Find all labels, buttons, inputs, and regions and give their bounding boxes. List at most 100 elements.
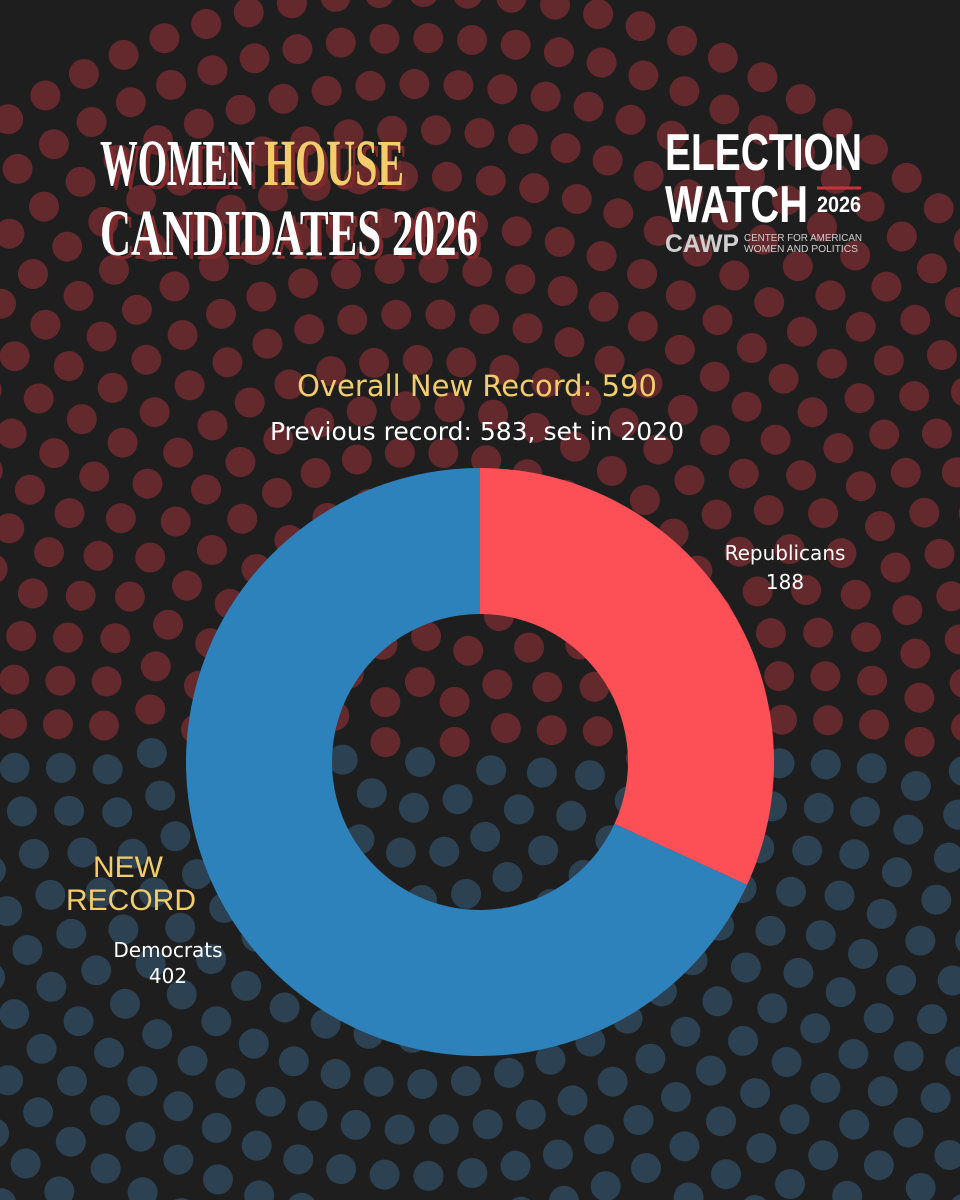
background-dot	[135, 542, 166, 573]
background-dot	[670, 1016, 701, 1047]
background-dot	[337, 304, 368, 335]
background-dot	[857, 665, 888, 696]
background-dot	[381, 299, 412, 330]
background-dot	[166, 979, 197, 1010]
background-dot	[535, 1044, 566, 1075]
background-dot	[79, 461, 110, 492]
background-dot	[807, 211, 837, 242]
background-dot	[916, 253, 947, 284]
background-dot	[45, 665, 76, 696]
background-dot	[774, 534, 805, 565]
background-dot	[736, 333, 767, 363]
background-dot	[921, 884, 952, 915]
background-dot	[10, 1148, 41, 1179]
background-dot	[99, 254, 129, 285]
background-dot	[487, 74, 518, 105]
background-dot	[43, 709, 73, 740]
logo-election: ELECTION	[665, 124, 862, 182]
background-dot	[628, 60, 659, 91]
background-dot	[233, 0, 264, 28]
background-dot	[0, 513, 25, 544]
background-dot	[108, 914, 139, 945]
background-dot	[114, 581, 145, 612]
background-dot	[944, 624, 960, 655]
background-dot	[136, 231, 167, 262]
background-dot	[81, 955, 112, 986]
background-dot	[163, 437, 194, 468]
background-dot	[442, 784, 473, 815]
background-dot	[311, 75, 342, 106]
background-dot	[549, 1185, 579, 1200]
background-dot	[67, 837, 98, 868]
background-dot	[544, 226, 575, 257]
donut-slice	[480, 468, 774, 885]
background-dot	[132, 468, 163, 499]
background-dot	[227, 503, 258, 534]
background-dot	[543, 37, 574, 68]
background-dot	[238, 1028, 269, 1059]
background-dot	[0, 999, 30, 1030]
annotation: RECORD	[66, 884, 196, 917]
background-dot	[23, 383, 54, 414]
background-dot	[283, 1144, 314, 1175]
background-dot	[786, 460, 817, 491]
background-dot	[66, 404, 97, 435]
background-dot	[23, 1097, 54, 1128]
background-dot	[197, 55, 228, 86]
background-dot	[669, 1131, 700, 1162]
logo-org-name: WOMEN AND POLITICS	[744, 244, 858, 255]
background-dot	[631, 1153, 661, 1183]
background-dot	[858, 134, 888, 165]
background-dot	[574, 760, 605, 791]
background-dot	[803, 617, 834, 648]
background-dot	[779, 1104, 810, 1135]
background-dot	[953, 228, 960, 253]
background-dot	[160, 821, 191, 852]
background-dot	[520, 412, 551, 443]
background-dot	[500, 29, 531, 60]
background-dot	[740, 1078, 771, 1109]
background-dot	[936, 581, 960, 612]
background-dot	[89, 710, 119, 741]
background-dot	[269, 992, 300, 1023]
background-dot	[531, 367, 562, 398]
background-dot	[859, 709, 889, 740]
background-dot	[824, 880, 855, 911]
background-dot	[464, 118, 495, 148]
background-dot	[482, 669, 513, 700]
background-dot	[91, 666, 122, 697]
background-dot	[165, 912, 196, 943]
background-dot	[934, 1140, 960, 1170]
background-dot	[571, 385, 602, 416]
background-dot	[492, 862, 523, 892]
background-dot	[413, 23, 444, 54]
background-dot	[822, 108, 853, 139]
background-dot	[55, 1126, 86, 1157]
background-dot	[278, 1046, 309, 1077]
background-dot	[866, 898, 897, 929]
background-dot	[785, 84, 816, 115]
background-dot	[326, 1154, 357, 1185]
background-dot	[665, 280, 696, 311]
background-dot	[325, 213, 356, 244]
background-dot	[909, 497, 940, 528]
background-dot	[102, 797, 133, 828]
background-dot	[241, 1130, 272, 1161]
background-dot	[297, 1100, 328, 1131]
background-dot	[377, 115, 408, 146]
background-dot	[355, 70, 386, 101]
title-word-highlight: HOUSE	[264, 127, 404, 200]
background-dot	[478, 399, 509, 430]
background-dot	[469, 304, 500, 335]
background-dot	[121, 294, 152, 325]
background-dot	[92, 754, 123, 785]
background-dot	[817, 348, 847, 379]
background-dot	[592, 145, 623, 176]
background-dot	[231, 970, 262, 1001]
background-dot	[632, 368, 663, 399]
background-dot	[320, 1059, 351, 1089]
background-dot	[203, 1164, 233, 1195]
background-dot	[588, 291, 619, 322]
background-dot	[340, 1109, 371, 1140]
background-dot	[536, 715, 567, 746]
